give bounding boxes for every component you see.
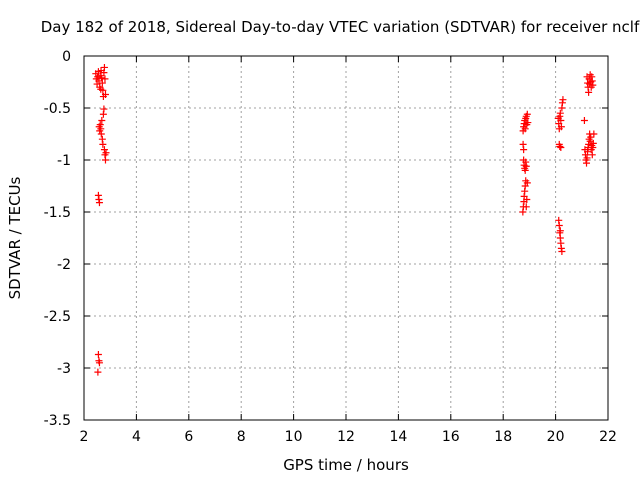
data-point xyxy=(98,79,106,87)
y-axis: 0 -0.5 -1 -1.5 -2 -2.5 -3 -3.5 xyxy=(44,49,608,429)
data-point xyxy=(556,227,564,235)
x-tick-label: 12 xyxy=(337,429,355,445)
y-tick-label: -1 xyxy=(57,153,71,169)
y-axis-label: SDTVAR / TECUs xyxy=(6,176,24,299)
y-tick-label: 0 xyxy=(62,49,71,65)
data-point xyxy=(100,63,108,71)
y-tick-label: -2 xyxy=(57,257,71,273)
y-tick-label: -3 xyxy=(57,361,71,377)
x-tick-label: 4 xyxy=(132,429,141,445)
data-point xyxy=(95,199,103,207)
data-point xyxy=(98,116,106,124)
data-point xyxy=(101,156,109,164)
x-axis-label: GPS time / hours xyxy=(283,456,409,474)
data-point xyxy=(556,142,564,150)
data-point xyxy=(555,222,563,230)
x-tick-label: 22 xyxy=(599,429,617,445)
data-point xyxy=(101,90,109,98)
y-tick-label: -1.5 xyxy=(44,205,71,221)
x-tick-label: 14 xyxy=(389,429,407,445)
data-point xyxy=(557,116,565,124)
data-point xyxy=(99,140,107,148)
data-point xyxy=(583,154,591,162)
data-points xyxy=(92,63,598,376)
data-point xyxy=(587,133,595,141)
data-point xyxy=(580,116,588,124)
data-point xyxy=(556,109,564,117)
x-tick-label: 8 xyxy=(237,429,246,445)
data-point xyxy=(522,162,530,170)
data-point xyxy=(101,75,109,83)
data-point xyxy=(97,130,105,138)
data-point xyxy=(589,81,597,89)
data-point xyxy=(521,166,529,174)
data-point xyxy=(523,179,531,187)
x-tick-label: 6 xyxy=(184,429,193,445)
data-point xyxy=(522,203,530,211)
data-point xyxy=(521,125,529,133)
data-point xyxy=(523,110,531,118)
x-tick-label: 16 xyxy=(442,429,460,445)
data-point xyxy=(557,144,565,152)
data-point xyxy=(94,368,102,376)
y-tick-label: -3.5 xyxy=(44,413,71,429)
data-point xyxy=(557,123,565,131)
data-point xyxy=(97,85,105,93)
y-tick-label: -0.5 xyxy=(44,101,71,117)
data-point xyxy=(94,350,102,358)
data-point xyxy=(588,151,596,159)
data-point xyxy=(585,88,593,96)
data-point xyxy=(558,248,566,256)
data-point xyxy=(590,130,598,138)
y-tick-label: -2.5 xyxy=(44,309,71,325)
grid xyxy=(84,56,608,420)
x-axis: 2 4 6 8 10 12 14 16 18 20 22 xyxy=(80,56,617,445)
data-point xyxy=(520,146,528,154)
data-point xyxy=(100,105,108,113)
data-point xyxy=(102,149,110,157)
x-tick-label: 18 xyxy=(494,429,512,445)
x-tick-label: 20 xyxy=(547,429,565,445)
data-point xyxy=(523,196,531,204)
x-tick-label: 10 xyxy=(285,429,303,445)
data-point xyxy=(98,74,106,82)
data-point xyxy=(589,139,597,147)
data-point xyxy=(559,96,567,104)
data-point xyxy=(95,359,103,367)
x-tick-label: 2 xyxy=(80,429,89,445)
data-point xyxy=(524,119,532,127)
chart-title: Day 182 of 2018, Sidereal Day-to-day VTE… xyxy=(41,18,640,36)
